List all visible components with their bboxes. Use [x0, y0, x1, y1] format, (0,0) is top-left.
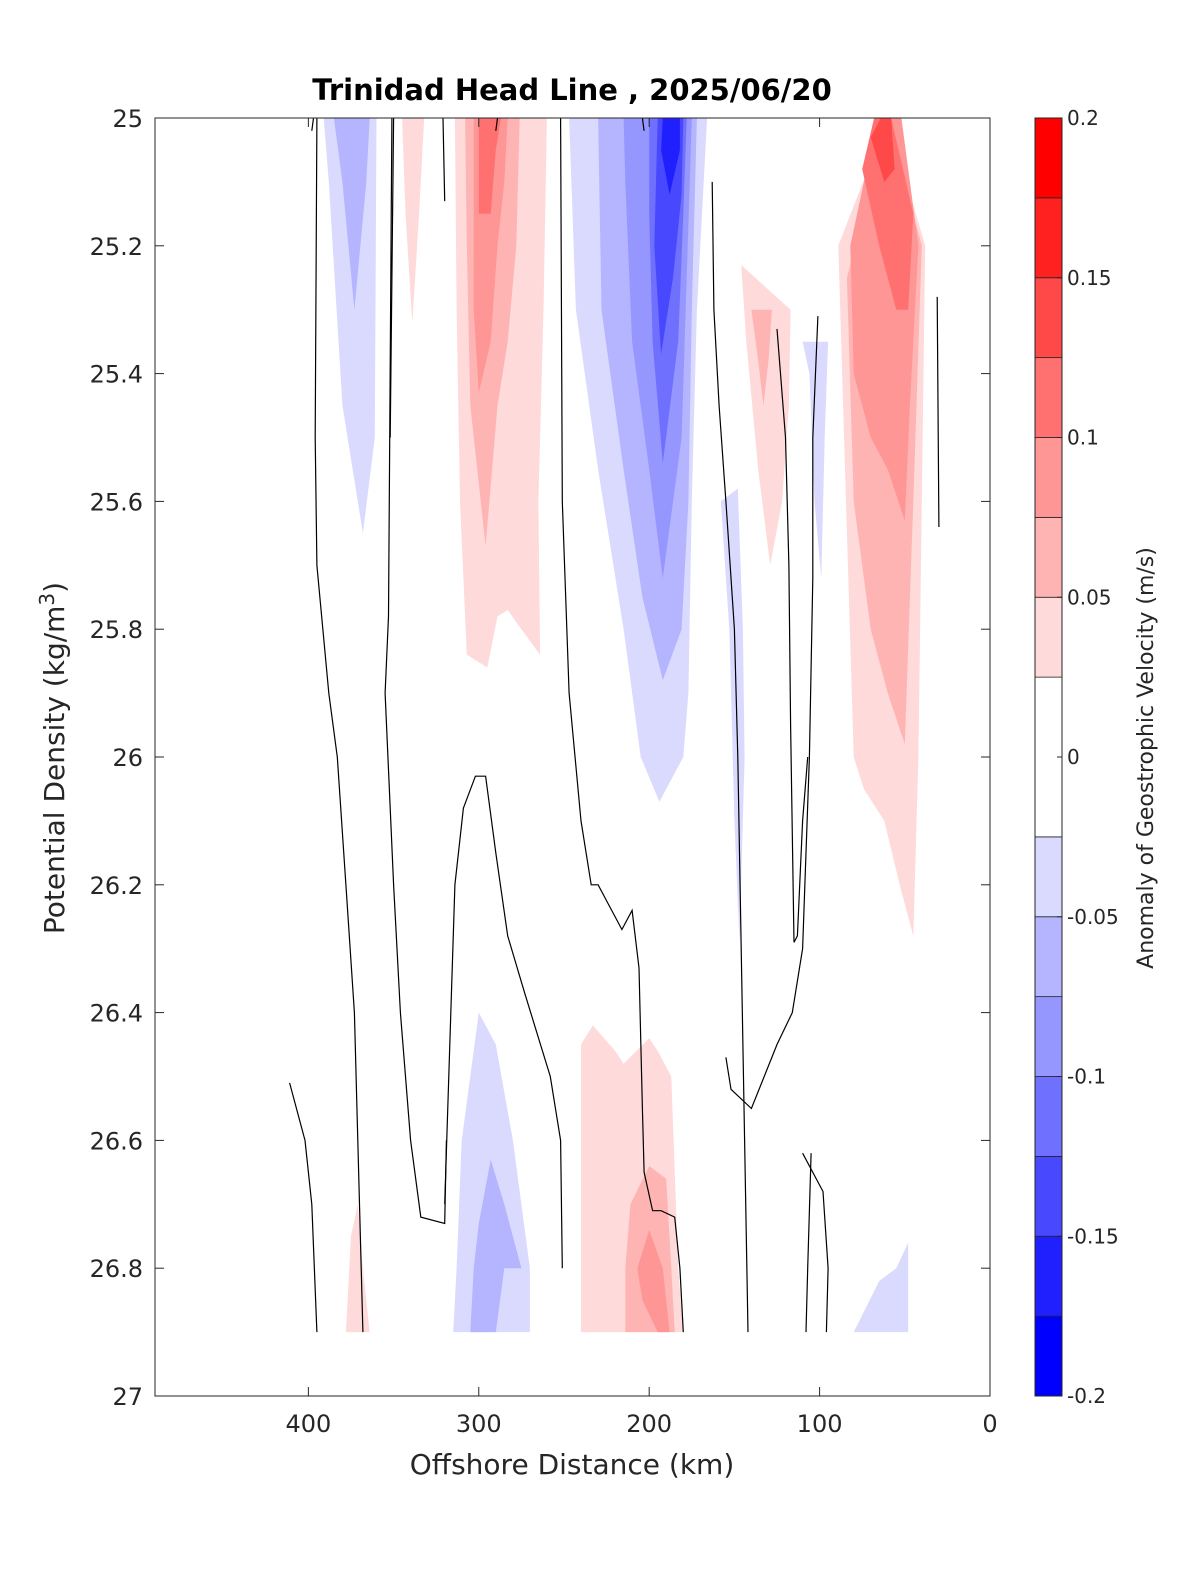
contour-region-pos-70-e: [870, 118, 895, 182]
contour-region-pos-300-d: [478, 118, 501, 214]
zero-contour-line: [384, 118, 447, 1225]
y-axis-label: Potential Density (kg/m3): [35, 582, 71, 934]
colorbar-level: [1034, 1315, 1063, 1397]
y-axis-label-main: Potential Density (kg/m: [38, 606, 71, 935]
y-axis: 25 25.2 25.4 25.6 25.8 26 26.2 26.4 26.6 26.8 27: [90, 105, 990, 1411]
y-tick-label: 25.4: [90, 361, 143, 389]
contour-fill-layer: [323, 118, 926, 1333]
zero-contour-line: [559, 118, 684, 1333]
zero-contour-line: [311, 118, 315, 131]
zero-contour-line: [314, 118, 364, 1333]
colorbar-level: [1034, 516, 1063, 598]
contour-region-pos-340: [402, 118, 425, 323]
y-tick-label: 26.6: [90, 1127, 143, 1155]
y-tick-label: 25.2: [90, 233, 143, 261]
zero-contour-line: [805, 1153, 812, 1333]
x-axis: 400 300 200 100 0: [285, 118, 998, 1438]
zero-contour-line: [495, 118, 499, 131]
colorbar-tick-label: 0: [1067, 745, 1080, 769]
colorbar-tick-label: -0.2: [1067, 1384, 1106, 1408]
zero-contour-line: [641, 118, 645, 131]
x-axis-label: Offshore Distance (km): [410, 1448, 735, 1481]
contour-region-pos-200-c: [637, 1229, 670, 1333]
contour-region-pos-130-b: [751, 309, 772, 406]
colorbar-tick-label: 0.2: [1067, 106, 1099, 130]
contour-region-neg-200-e: [654, 118, 684, 355]
y-tick-label: 25.6: [90, 488, 143, 516]
zero-contour-line: [442, 118, 446, 202]
zero-contour-layer: [289, 118, 940, 1333]
chart-title: Trinidad Head Line , 2025/06/20: [312, 73, 832, 107]
colorbar-tick-label: 0.15: [1067, 266, 1112, 290]
contour-region-pos-370: [345, 1204, 370, 1333]
y-tick-label: 26.4: [90, 1000, 143, 1028]
contour-region-neg-400-outer: [323, 118, 377, 534]
colorbar-level: [1034, 1155, 1063, 1237]
colorbar-level: [1034, 197, 1063, 279]
colorbar-level: [1034, 1076, 1063, 1157]
x-tick-label: 100: [797, 1410, 843, 1438]
y-tick-label: 26.2: [90, 872, 143, 900]
y-tick-label: 26: [112, 744, 143, 772]
colorbar-label: Anomaly of Geostrophic Velocity (m/s): [1134, 547, 1159, 969]
y-axis-label-superscript: 3: [35, 593, 59, 606]
colorbar-tick-label: 0.1: [1067, 426, 1099, 450]
x-tick-label: 300: [456, 1410, 502, 1438]
colorbar-tick-label: -0.15: [1067, 1224, 1119, 1248]
colorbar-level: [1034, 596, 1063, 678]
contour-region-neg-290-b: [470, 1159, 522, 1333]
contour-region-neg-400-mid: [333, 118, 370, 310]
zero-contour-line: [444, 775, 563, 1269]
zero-contour-line: [711, 181, 749, 1333]
y-axis-label-suffix: ): [38, 582, 71, 593]
y-tick-label: 25.8: [90, 616, 143, 644]
colorbar-tick-label: -0.1: [1067, 1065, 1106, 1089]
x-tick-label: 400: [285, 1410, 331, 1438]
colorbar: 0.2 0.15 0.1 0.05 0 -0.05 -0.1 -0.15 -0.2: [1034, 106, 1119, 1408]
zero-contour-line: [389, 118, 395, 438]
y-tick-label: 27: [112, 1383, 143, 1411]
colorbar-level: [1034, 277, 1063, 359]
zero-contour-line: [776, 328, 809, 943]
colorbar-tick-label: 0.05: [1067, 585, 1112, 609]
colorbar-frame: [1034, 117, 1063, 1397]
zero-contour-line: [725, 316, 819, 1110]
colorbar-level: [1034, 117, 1063, 199]
zero-contour-line: [289, 1082, 318, 1333]
y-tick-label: 25: [112, 105, 143, 133]
colorbar-level: [1034, 836, 1063, 918]
contour-region-neg-60-bottom: [853, 1242, 909, 1333]
colorbar-level: [1034, 916, 1063, 998]
contour-region-neg-110: [802, 341, 829, 579]
x-tick-label: 0: [982, 1410, 997, 1438]
colorbar-level: [1034, 1235, 1063, 1317]
x-tick-label: 200: [626, 1410, 672, 1438]
colorbar-level: [1034, 357, 1063, 438]
zero-contour-line: [936, 296, 940, 528]
contour-region-neg-200-f: [661, 118, 680, 195]
colorbar-tick-label: -0.05: [1067, 905, 1119, 929]
zero-contour-line: [802, 1152, 829, 1333]
contour-region-pos-70-d: [862, 118, 914, 310]
colorbar-level: [1034, 437, 1063, 518]
colorbar-level: [1034, 996, 1063, 1077]
y-tick-label: 26.8: [90, 1255, 143, 1283]
